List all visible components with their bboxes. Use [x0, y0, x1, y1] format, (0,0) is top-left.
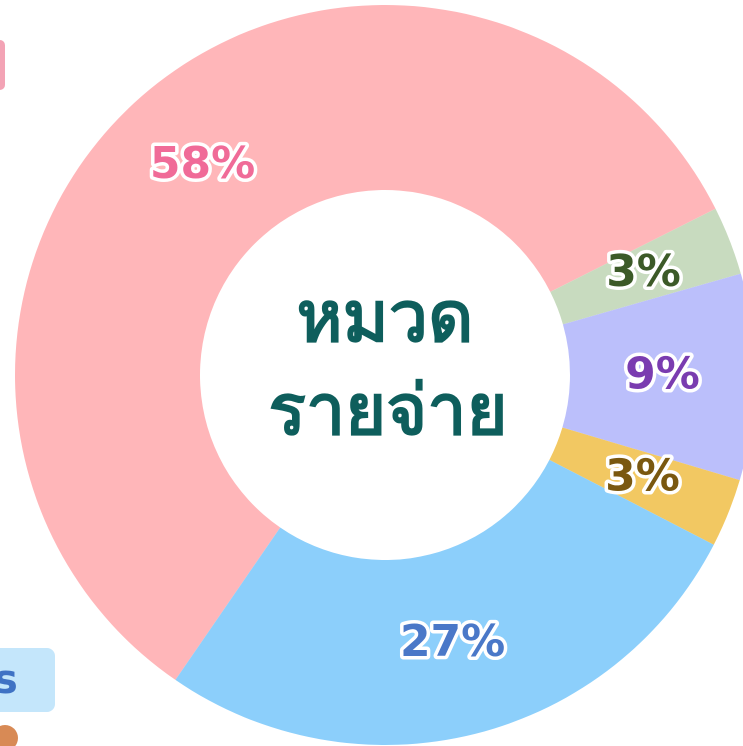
slice	[550, 208, 741, 325]
center-line-2: รายจ่าย	[268, 369, 507, 451]
value-label: 3%	[606, 246, 681, 297]
slice	[15, 5, 716, 680]
value-label: 3%	[605, 451, 680, 502]
side-tab	[0, 40, 5, 90]
value-label: 27%	[400, 616, 505, 667]
side-badge-label: s	[0, 657, 18, 703]
slice	[549, 427, 740, 545]
center-line-1: หมวด	[296, 276, 473, 358]
side-icon	[0, 725, 18, 746]
slice	[562, 273, 743, 481]
value-label: 9%	[625, 348, 700, 399]
value-label: 58%	[150, 138, 255, 189]
slice	[175, 459, 714, 745]
side-badge	[0, 648, 55, 712]
labels: 58% 3% 9% 3% 27%	[146, 134, 703, 670]
slices	[15, 5, 743, 745]
